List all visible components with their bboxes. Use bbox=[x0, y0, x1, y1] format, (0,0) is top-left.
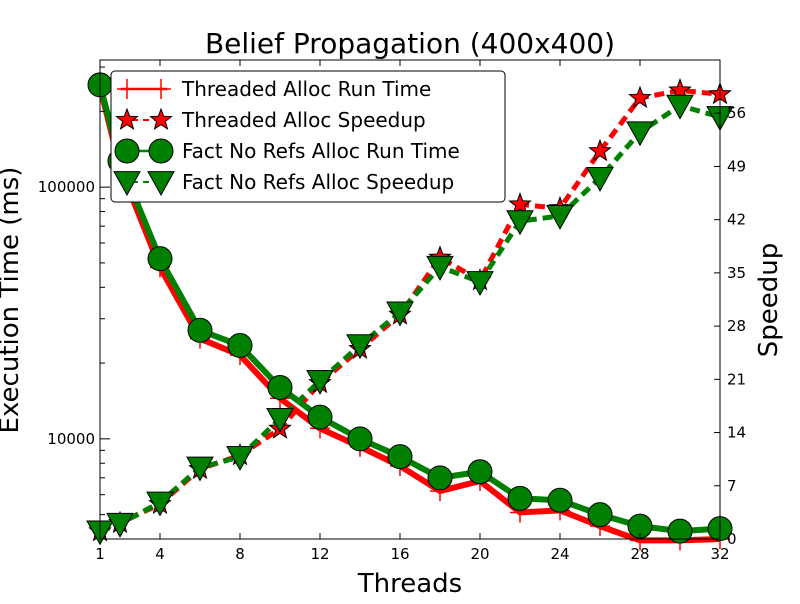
data-point-threaded-alloc-speedup bbox=[508, 192, 532, 215]
data-point-fact-no-refs-alloc-run-time bbox=[427, 465, 453, 491]
x-tick-label: 4 bbox=[155, 545, 165, 563]
data-point-fact-no-refs-alloc-speedup bbox=[426, 255, 454, 281]
data-point-fact-no-refs-alloc-speedup bbox=[306, 369, 334, 395]
x-tick-label: 8 bbox=[235, 545, 245, 563]
x-tick-label: 1 bbox=[95, 545, 105, 563]
right-y-tick-label: 7 bbox=[727, 477, 737, 495]
left-y-tick-label: 10000 bbox=[47, 430, 95, 448]
series-fact-no-refs-alloc-run-time bbox=[87, 72, 733, 544]
legend-marker bbox=[147, 171, 175, 197]
right-y-tick-label: 28 bbox=[727, 317, 746, 335]
right-y-tick-label: 49 bbox=[727, 157, 746, 175]
data-point-fact-no-refs-alloc-speedup bbox=[386, 301, 414, 327]
legend-marker bbox=[148, 138, 174, 164]
data-point-fact-no-refs-alloc-run-time bbox=[387, 444, 413, 470]
right-y-tick-label: 21 bbox=[727, 370, 746, 388]
data-point-fact-no-refs-alloc-run-time bbox=[227, 332, 253, 358]
right-y-tick-label: 35 bbox=[727, 264, 746, 282]
x-tick-label: 20 bbox=[470, 545, 489, 563]
x-tick-label: 24 bbox=[550, 545, 569, 563]
x-axis-label: Threads bbox=[357, 569, 462, 599]
data-point-fact-no-refs-alloc-speedup bbox=[546, 204, 574, 230]
series-fact-no-refs-alloc-speedup bbox=[86, 94, 734, 546]
right-y-tick-label: 0 bbox=[727, 530, 737, 548]
data-point-fact-no-refs-alloc-run-time bbox=[587, 502, 613, 528]
data-point-fact-no-refs-alloc-speedup bbox=[506, 210, 534, 236]
legend-marker bbox=[113, 171, 141, 197]
legend-marker bbox=[114, 138, 140, 164]
x-tick-label: 28 bbox=[630, 545, 649, 563]
left-y-tick-label: 100000 bbox=[38, 178, 95, 196]
data-point-fact-no-refs-alloc-speedup bbox=[346, 334, 374, 360]
data-point-fact-no-refs-alloc-speedup bbox=[266, 407, 294, 433]
legend-box bbox=[110, 70, 506, 203]
right-y-axis-label: Speedup bbox=[754, 243, 784, 358]
data-point-threaded-alloc-speedup bbox=[588, 138, 612, 162]
data-point-fact-no-refs-alloc-speedup bbox=[586, 166, 614, 192]
data-point-fact-no-refs-alloc-speedup bbox=[626, 121, 654, 147]
left-y-axis-label: Execution Time (ms) bbox=[0, 167, 25, 434]
right-y-tick-label: 14 bbox=[727, 424, 746, 442]
data-point-fact-no-refs-alloc-run-time bbox=[467, 459, 493, 485]
x-tick-label: 16 bbox=[390, 545, 409, 563]
data-point-fact-no-refs-alloc-run-time bbox=[667, 518, 693, 544]
x-tick-label: 32 bbox=[710, 545, 729, 563]
right-y-tick-label: 42 bbox=[727, 211, 746, 229]
data-point-fact-no-refs-alloc-run-time bbox=[147, 246, 173, 272]
legend-item-fact-no-refs-alloc-run-time: Fact No Refs Alloc Run Time bbox=[114, 138, 460, 164]
data-point-fact-no-refs-alloc-run-time bbox=[347, 426, 373, 452]
plot-frame bbox=[99, 59, 721, 540]
data-point-fact-no-refs-alloc-speedup bbox=[466, 271, 494, 297]
legend-label: Threaded Alloc Speedup bbox=[181, 108, 426, 132]
data-point-fact-no-refs-alloc-run-time bbox=[267, 374, 293, 400]
chart-title: Belief Propagation (400x400) bbox=[205, 27, 615, 60]
data-point-fact-no-refs-alloc-speedup bbox=[146, 491, 174, 517]
legend-item-threaded-alloc-run-time: Threaded Alloc Run Time bbox=[117, 77, 431, 101]
legend-item-threaded-alloc-speedup: Threaded Alloc Speedup bbox=[115, 107, 426, 132]
legend: Threaded Alloc Run Time Threaded Alloc Sp… bbox=[110, 70, 506, 203]
legend-label: Fact No Refs Alloc Run Time bbox=[182, 139, 460, 163]
legend-marker bbox=[149, 107, 173, 131]
legend-item-fact-no-refs-alloc-speedup: Fact No Refs Alloc Speedup bbox=[113, 170, 454, 197]
data-point-fact-no-refs-alloc-run-time bbox=[547, 487, 573, 513]
x-tick-label: 12 bbox=[310, 545, 329, 563]
data-point-fact-no-refs-alloc-speedup bbox=[106, 512, 134, 538]
plot-area bbox=[86, 72, 734, 551]
data-point-fact-no-refs-alloc-run-time bbox=[307, 404, 333, 430]
data-point-threaded-alloc-speedup bbox=[628, 85, 652, 109]
legend-label: Fact No Refs Alloc Speedup bbox=[182, 170, 454, 194]
legend-label: Threaded Alloc Run Time bbox=[181, 77, 431, 101]
data-point-fact-no-refs-alloc-speedup bbox=[226, 445, 254, 471]
legend-marker bbox=[117, 79, 137, 99]
data-point-fact-no-refs-alloc-run-time bbox=[187, 317, 213, 343]
legend-marker bbox=[151, 79, 171, 99]
data-point-fact-no-refs-alloc-speedup bbox=[666, 94, 694, 120]
data-point-fact-no-refs-alloc-speedup bbox=[186, 456, 214, 482]
legend-marker bbox=[115, 107, 139, 131]
axes: 1 4 8 12 16 20 24 28 321000010000007142128354249… bbox=[38, 59, 746, 563]
right-y-tick-label: 56 bbox=[727, 104, 746, 122]
data-point-fact-no-refs-alloc-run-time bbox=[507, 485, 533, 511]
